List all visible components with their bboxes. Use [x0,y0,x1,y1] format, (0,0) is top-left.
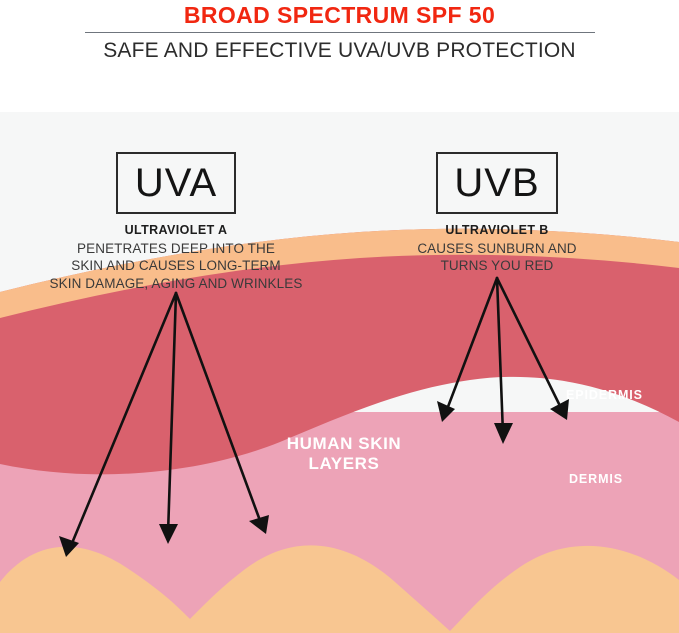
uva-ray-arrowheads [59,515,269,557]
uvb-description: CAUSES SUNBURN AND TURNS YOU RED [417,241,577,274]
uva-heading: ULTRAVIOLET A [124,223,228,237]
uva-arrow-center-line [166,291,178,536]
uva-description: PENETRATES DEEP INTO THE SKIN AND CAUSES… [49,241,303,291]
uvb-arrowhead-right [550,399,569,420]
uva-arrowhead-right [249,515,269,534]
uvb-arrow-left-line [444,276,499,414]
epidermis-label: EPIDERMIS [566,388,643,402]
uvb-box-label: UVB [454,161,540,205]
uva-box: UVA [116,152,236,214]
uvb-heading: ULTRAVIOLET B [445,223,549,237]
uva-box-label: UVA [134,161,218,205]
uvb-arrowhead-left [437,401,455,422]
uva-arrow-right-line [174,291,264,528]
page-title: BROAD SPECTRUM SPF 50 [183,2,496,28]
skin-cross-section-illustration [0,228,679,633]
uvb-ray-arrows [444,276,564,436]
uvb-arrow-center-line [495,276,505,436]
uvb-ray-arrowheads [437,399,569,444]
human-skin-layers-label: HUMAN SKIN LAYERS [286,434,402,474]
uvb-arrowhead-center [494,423,513,444]
dermis-label: DERMIS [569,472,624,486]
skin-layer-epidermis [0,228,679,318]
illustration-stage: UVA ULTRAVIOLET A PENETRATES DEEP INTO T… [0,112,679,633]
uva-arrowhead-center [159,524,178,544]
uva-arrow-left-line [68,291,178,550]
uva-info-block: UVA ULTRAVIOLET A PENETRATES DEEP INTO T… [26,152,326,292]
header-banner: BROAD SPECTRUM SPF 50 SAFE AND EFFECTIVE… [0,0,679,112]
uvb-arrow-right-line [495,276,564,412]
uvb-box: UVB [436,152,558,214]
page-subtitle: SAFE AND EFFECTIVE UVA/UVB PROTECTION [103,39,576,62]
header-divider [85,32,595,33]
skin-layer-dermis-upper [0,228,679,475]
uva-ray-arrows [68,291,264,550]
uvb-info-block: UVB ULTRAVIOLET B CAUSES SUNBURN AND TUR… [397,152,597,275]
uva-arrowhead-left [59,536,79,557]
